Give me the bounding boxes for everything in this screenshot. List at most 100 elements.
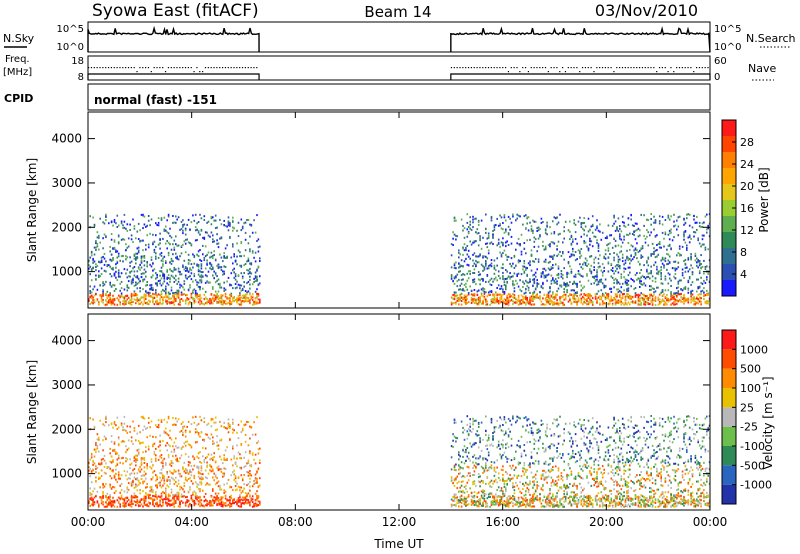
power-cell — [700, 281, 702, 284]
velocity-cell — [93, 487, 96, 490]
power-cell — [483, 292, 486, 295]
freq-label: Freq. — [5, 54, 30, 65]
power-cell — [640, 296, 642, 299]
velocity-cell — [203, 505, 206, 508]
power-cell — [606, 293, 608, 296]
power-cell — [477, 255, 480, 258]
power-cell — [162, 264, 164, 267]
power-cell — [475, 283, 477, 286]
power-cell — [653, 287, 655, 290]
power-cell — [552, 241, 554, 244]
velocity-cell — [140, 458, 143, 461]
power-cell — [465, 297, 467, 300]
power-cell — [142, 303, 144, 306]
velocity-cell — [156, 503, 158, 506]
power-cell — [573, 219, 575, 222]
power-cell — [492, 298, 494, 301]
power-cell — [502, 290, 504, 293]
power-cell — [165, 288, 167, 291]
velocity-cell — [160, 420, 163, 423]
power-cell — [475, 240, 477, 243]
power-cell — [630, 254, 632, 257]
velocity-cell — [88, 466, 90, 468]
velocity-cell — [177, 418, 180, 421]
power-cell — [203, 293, 206, 296]
power-cell — [140, 276, 143, 279]
power-cell — [122, 224, 124, 227]
power-cell — [202, 287, 204, 290]
velocity-cell — [132, 481, 134, 483]
velocity-cell — [125, 505, 127, 507]
power-cell — [173, 221, 176, 224]
power-cell — [450, 243, 453, 246]
power-cell — [217, 242, 220, 245]
power-cell — [115, 250, 117, 253]
velocity-cell — [194, 497, 197, 500]
power-cell — [493, 296, 496, 299]
power-cell — [450, 303, 453, 306]
power-cell — [219, 253, 221, 256]
power-cell — [98, 248, 100, 251]
velocity-cell — [142, 451, 144, 454]
power-cell — [146, 262, 148, 265]
power-cell — [90, 250, 93, 253]
power-cell — [139, 240, 141, 243]
power-cell — [671, 302, 674, 305]
power-cell — [549, 245, 551, 248]
power-cell — [234, 259, 237, 262]
power-cell — [210, 223, 213, 226]
power-cell — [563, 282, 565, 285]
power-cell — [647, 231, 650, 234]
power-cell — [687, 256, 690, 259]
nave-point — [502, 67, 504, 69]
nave-point — [467, 67, 470, 69]
velocity-cell — [182, 501, 184, 504]
velocity-cell — [175, 494, 177, 497]
power-cell — [515, 248, 517, 251]
power-cell — [136, 256, 139, 259]
velocity-cell — [115, 452, 117, 455]
power-cell — [594, 256, 597, 259]
power-cell — [202, 253, 204, 256]
power-cell — [89, 292, 91, 295]
power-cell — [202, 271, 204, 274]
power-cell — [167, 277, 170, 280]
power-cell — [591, 223, 594, 226]
velocity-cell — [200, 469, 203, 472]
power-cell — [512, 293, 514, 295]
power-cell — [212, 268, 214, 270]
power-cell — [527, 300, 530, 303]
power-cell — [613, 286, 615, 289]
power-cell — [479, 296, 481, 299]
velocity-cell — [129, 431, 131, 433]
power-cell — [630, 277, 632, 280]
power-cell — [480, 263, 483, 266]
velocity-cell — [116, 458, 119, 461]
velocity-cell — [163, 475, 166, 478]
power-cell — [123, 268, 126, 271]
power-cell — [89, 303, 91, 305]
power-cell — [206, 263, 208, 266]
power-cell — [584, 262, 587, 264]
power-cell — [147, 303, 150, 306]
power-cell — [253, 281, 255, 283]
power-cell — [520, 250, 523, 253]
power-cell — [643, 294, 645, 297]
power-cell — [199, 297, 201, 300]
power-cell — [546, 293, 548, 296]
power-cell — [120, 292, 123, 295]
power-cell — [253, 302, 255, 305]
power-cell — [90, 268, 93, 271]
nave-point — [570, 67, 572, 69]
power-cell — [89, 256, 91, 259]
power-cell — [542, 221, 544, 223]
power-cell — [209, 281, 211, 284]
power-cell — [170, 286, 173, 289]
power-cell — [537, 282, 540, 285]
velocity-cell — [139, 470, 141, 473]
power-cell — [122, 238, 124, 241]
power-cell — [251, 251, 254, 254]
velocity-cell — [147, 448, 150, 451]
power-cell — [533, 273, 536, 276]
power-cell — [661, 258, 664, 261]
